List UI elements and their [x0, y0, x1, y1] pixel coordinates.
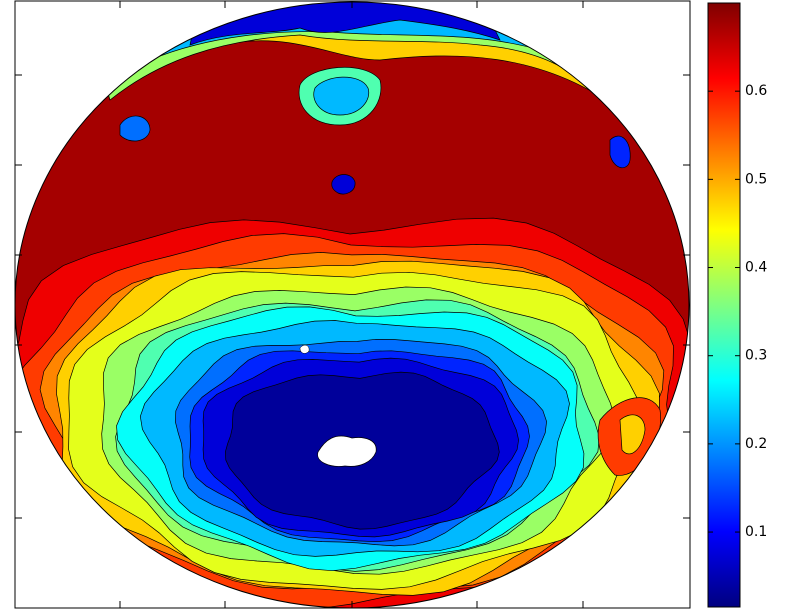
- below-range-region: [317, 435, 377, 467]
- colorbar-tick-label: 0.6: [745, 83, 767, 99]
- contour-region: [619, 414, 646, 455]
- contour-region: [119, 115, 151, 142]
- contour-region: [313, 76, 370, 116]
- colorbar-tick-label: 0.2: [745, 436, 767, 452]
- contour-field: [15, 2, 689, 608]
- contour-region: [331, 174, 356, 195]
- colorbar-tick-label: 0.5: [745, 171, 767, 187]
- colorbar-tick-label: 0.3: [745, 348, 767, 364]
- axis-ticks: [15, 1, 690, 608]
- below-range-region: [299, 344, 310, 354]
- colorbar-tick-label: 0.1: [745, 524, 767, 540]
- colorbar-scale: [707, 2, 741, 608]
- colorbar-tick-label: 0.4: [745, 260, 767, 276]
- colorbar: 0.1 0.2 0.3 0.4 0.5 0.6: [707, 2, 767, 608]
- contour-region: [609, 135, 631, 168]
